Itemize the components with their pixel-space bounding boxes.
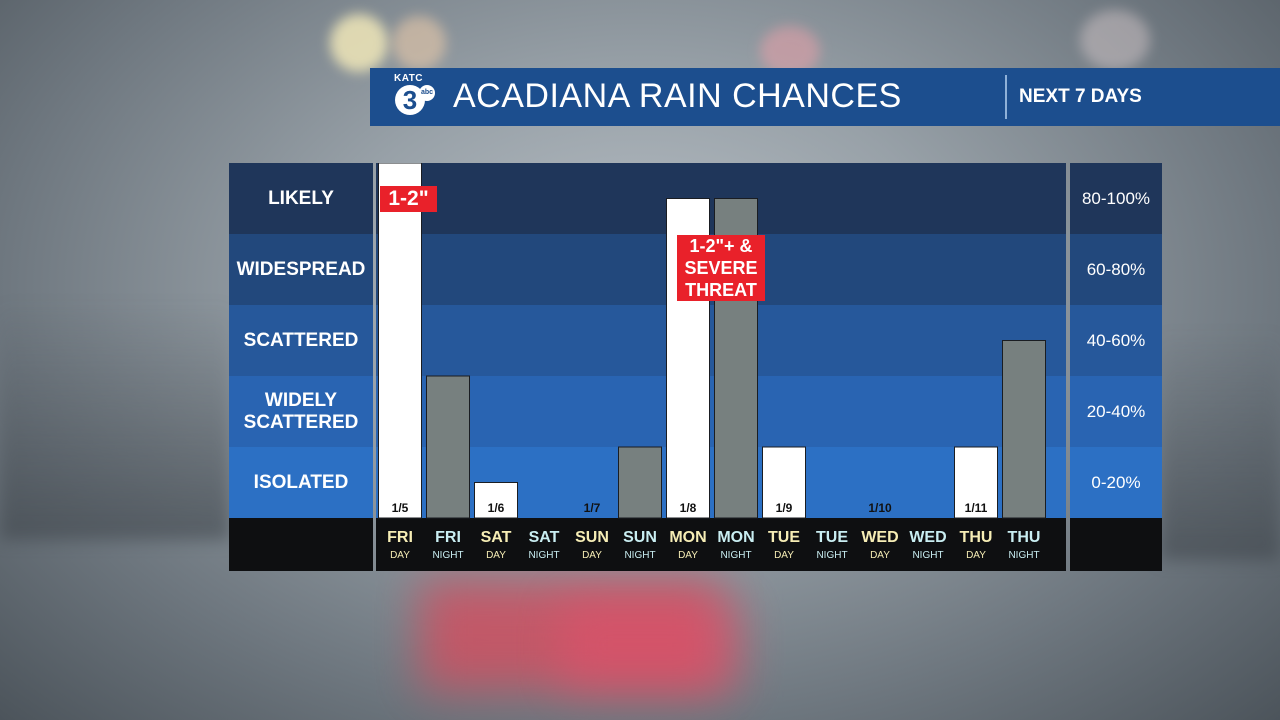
period-label: DAY (390, 550, 410, 561)
category-widely-scattered-label: WIDELY SCATTERED (243, 389, 359, 433)
date-label: 1/10 (868, 501, 892, 515)
rain-chance-chart: 1/5 FRI DAY FRI NIGHT 1/6 SAT DAY SAT NIGHT 1/7 SUN… (376, 163, 1066, 571)
logo-callsign: KATC (394, 73, 424, 84)
period-label: NIGHT (912, 550, 943, 561)
day-label: SAT (529, 529, 560, 546)
period-label: DAY (870, 550, 890, 561)
range-40-60: 40-60% (1070, 305, 1162, 376)
bar-fri-night (426, 375, 470, 519)
header-divider (1005, 75, 1007, 119)
date-label: 1/5 (392, 501, 409, 515)
bar-thu-day (954, 446, 998, 519)
day-label: WED (909, 529, 946, 546)
date-label: 1/7 (584, 501, 601, 515)
logo-channel-number: 3 (395, 85, 425, 115)
bar-sat-day (474, 482, 518, 519)
bar-tue-day (762, 446, 806, 519)
bar-thu-night (1002, 340, 1046, 519)
chart-footer (376, 518, 1066, 571)
period-label: DAY (774, 550, 794, 561)
rainfall-amount-monday-line3: THREAT (685, 280, 757, 300)
header-bar: KATC 3 abc ACADIANA RAIN CHANCES NEXT 7 … (370, 68, 1280, 126)
date-label: 1/9 (776, 501, 793, 515)
day-label: SUN (575, 529, 609, 546)
category-scattered: SCATTERED (229, 305, 373, 376)
category-widely-scattered: WIDELY SCATTERED (229, 376, 373, 447)
rainfall-amount-monday-line1: 1-2"+ & (689, 236, 753, 256)
period-label: DAY (486, 550, 506, 561)
range-20-40: 20-40% (1070, 376, 1162, 447)
logo-network: abc (419, 85, 435, 101)
day-label: THU (1008, 529, 1041, 546)
period-label: NIGHT (816, 550, 847, 561)
percent-footer (1070, 518, 1162, 571)
rain-chance-chart-svg: 1/5 FRI DAY FRI NIGHT 1/6 SAT DAY SAT NIGHT 1/7 SUN… (376, 163, 1066, 571)
background-water (0, 300, 230, 540)
date-label: 1/6 (488, 501, 505, 515)
bar-sun-night (618, 446, 662, 519)
day-label: MON (717, 529, 754, 546)
background-light (330, 14, 388, 72)
page-title: ACADIANA RAIN CHANCES (453, 77, 902, 115)
day-label: MON (669, 529, 706, 546)
range-60-80: 60-80% (1070, 234, 1162, 305)
period-label: DAY (582, 550, 602, 561)
day-label: FRI (435, 529, 461, 546)
day-label: WED (861, 529, 898, 546)
day-label: TUE (816, 529, 848, 546)
category-column: LIKELY WIDESPREAD SCATTERED WIDELY SCATT… (229, 163, 373, 571)
range-80-100: 80-100% (1070, 163, 1162, 234)
day-label: SAT (481, 529, 512, 546)
category-likely: LIKELY (229, 163, 373, 234)
date-label: 1/11 (965, 501, 988, 515)
range-0-20: 0-20% (1070, 447, 1162, 518)
period-label: NIGHT (624, 550, 655, 561)
percent-column: 80-100% 60-80% 40-60% 20-40% 0-20% (1070, 163, 1162, 571)
background-taillight-reflection (560, 600, 740, 690)
background-light (760, 26, 820, 76)
rainfall-amount-monday-line2: SEVERE (684, 258, 758, 278)
background-water (1160, 330, 1280, 560)
background-light (392, 16, 446, 70)
period-label: DAY (678, 550, 698, 561)
category-widespread: WIDESPREAD (229, 234, 373, 305)
forecast-period: NEXT 7 DAYS (1019, 86, 1142, 107)
period-label: NIGHT (720, 550, 751, 561)
period-label: NIGHT (528, 550, 559, 561)
bar-fri-day (378, 163, 422, 519)
day-label: TUE (768, 529, 800, 546)
background-light (1080, 10, 1150, 70)
category-isolated: ISOLATED (229, 447, 373, 518)
date-label: 1/8 (680, 501, 697, 515)
period-label: NIGHT (432, 550, 463, 561)
period-label: NIGHT (1008, 550, 1039, 561)
day-label: THU (960, 529, 993, 546)
category-footer (229, 518, 373, 571)
period-label: DAY (966, 550, 986, 561)
day-label: FRI (387, 529, 413, 546)
rainfall-amount-friday: 1-2" (380, 186, 437, 212)
day-label: SUN (623, 529, 657, 546)
station-logo: KATC 3 abc (390, 73, 440, 121)
rainfall-amount-monday: 1-2"+ & SEVERE THREAT (677, 235, 765, 301)
